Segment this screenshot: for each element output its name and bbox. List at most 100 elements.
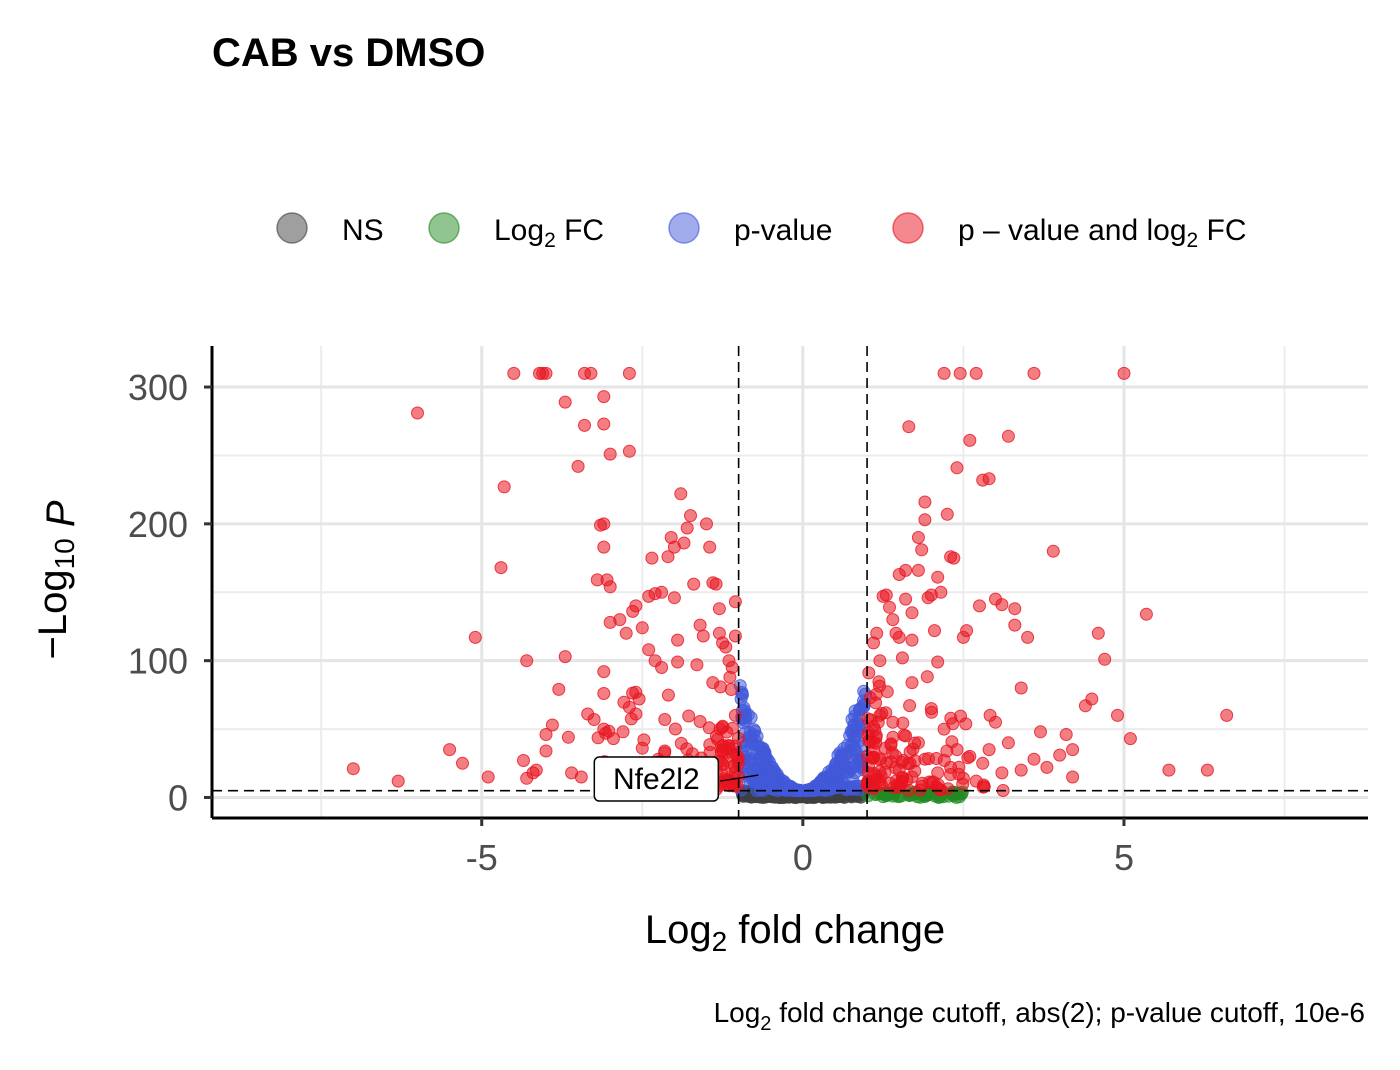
legend-label-both: p – value and log2 FC bbox=[958, 214, 1247, 252]
data-point bbox=[1123, 732, 1137, 746]
data-point bbox=[940, 507, 954, 521]
data-point bbox=[892, 630, 906, 644]
data-point bbox=[899, 729, 913, 743]
data-point bbox=[494, 561, 508, 575]
data-point bbox=[969, 774, 983, 788]
y-tick-label: 300 bbox=[128, 367, 188, 408]
data-point bbox=[658, 744, 672, 758]
data-point bbox=[1027, 752, 1041, 766]
data-point bbox=[456, 756, 469, 770]
data-point bbox=[915, 543, 929, 557]
x-tick-label: 0 bbox=[793, 837, 813, 878]
data-point bbox=[931, 655, 945, 669]
data-point bbox=[1021, 630, 1035, 644]
data-point bbox=[571, 459, 585, 473]
data-point bbox=[696, 629, 710, 643]
data-point bbox=[944, 760, 958, 774]
data-point bbox=[629, 599, 643, 613]
data-point bbox=[924, 702, 938, 716]
data-point bbox=[728, 595, 742, 609]
data-point bbox=[728, 708, 742, 722]
chart-title: CAB vs DMSO bbox=[212, 31, 485, 75]
data-point bbox=[931, 766, 945, 780]
data-point bbox=[597, 687, 611, 700]
data-point bbox=[861, 775, 875, 789]
data-point bbox=[873, 708, 887, 722]
data-point bbox=[725, 661, 739, 674]
data-point bbox=[1014, 763, 1028, 777]
data-point bbox=[1034, 725, 1047, 739]
data-point bbox=[873, 654, 887, 668]
data-point bbox=[680, 742, 694, 756]
data-point bbox=[963, 749, 977, 763]
data-point bbox=[597, 390, 611, 404]
data-point bbox=[545, 718, 559, 732]
data-point bbox=[1014, 681, 1028, 695]
legend-marker-p bbox=[668, 212, 700, 244]
data-point bbox=[863, 691, 877, 705]
data-point bbox=[616, 725, 630, 739]
data-point bbox=[468, 630, 482, 644]
data-point bbox=[574, 770, 588, 784]
data-point bbox=[1001, 736, 1015, 750]
data-point bbox=[703, 540, 717, 554]
data-point bbox=[960, 624, 974, 638]
data-point bbox=[989, 715, 1002, 729]
data-point bbox=[1040, 760, 1054, 774]
data-point bbox=[886, 715, 900, 729]
data-point bbox=[728, 629, 742, 643]
data-point bbox=[597, 540, 611, 554]
data-point bbox=[587, 713, 601, 726]
data-point bbox=[655, 661, 669, 674]
data-point bbox=[1111, 708, 1124, 722]
data-point bbox=[671, 633, 685, 647]
data-point bbox=[391, 774, 405, 788]
data-point bbox=[539, 744, 553, 758]
legend-label-p: p-value bbox=[734, 214, 832, 247]
data-point bbox=[764, 772, 778, 786]
data-point bbox=[1117, 366, 1131, 380]
data-point bbox=[905, 770, 919, 784]
data-point bbox=[661, 688, 675, 702]
data-point bbox=[584, 366, 598, 380]
data-point bbox=[892, 780, 906, 794]
data-point bbox=[667, 591, 681, 605]
caption: Log2 fold change cutoff, abs(2); p-value… bbox=[714, 997, 1365, 1035]
data-point bbox=[1001, 429, 1015, 443]
data-point bbox=[622, 366, 636, 380]
data-point bbox=[947, 551, 961, 565]
data-point bbox=[895, 651, 909, 665]
annotation-label: Nfe2l2 bbox=[613, 763, 700, 796]
data-point bbox=[915, 779, 929, 793]
legend: NS Log2 FC p-value p – value and log2 FC bbox=[276, 212, 1247, 252]
data-point bbox=[905, 676, 919, 690]
data-point bbox=[847, 782, 861, 796]
data-point bbox=[346, 762, 360, 776]
data-point bbox=[937, 722, 951, 736]
data-point bbox=[903, 699, 917, 713]
data-point bbox=[668, 722, 682, 736]
data-point bbox=[661, 550, 675, 564]
data-point bbox=[950, 461, 964, 475]
data-point bbox=[886, 730, 900, 744]
data-point bbox=[788, 782, 802, 796]
data-point bbox=[709, 577, 723, 591]
data-point bbox=[682, 709, 696, 723]
data-point bbox=[1200, 763, 1214, 777]
data-point bbox=[722, 739, 736, 752]
x-axis-title: Log2 fold change bbox=[645, 908, 945, 957]
data-point bbox=[862, 666, 876, 680]
data-point bbox=[920, 670, 934, 684]
data-point bbox=[597, 665, 611, 679]
data-point bbox=[716, 719, 730, 733]
data-point bbox=[507, 366, 521, 380]
data-point bbox=[684, 509, 697, 523]
y-tick-label: 200 bbox=[128, 504, 188, 545]
data-point bbox=[1085, 692, 1099, 706]
data-point bbox=[411, 406, 424, 420]
data-point bbox=[1098, 652, 1112, 666]
data-point bbox=[645, 551, 659, 565]
data-point bbox=[928, 624, 941, 638]
data-point bbox=[539, 366, 553, 380]
